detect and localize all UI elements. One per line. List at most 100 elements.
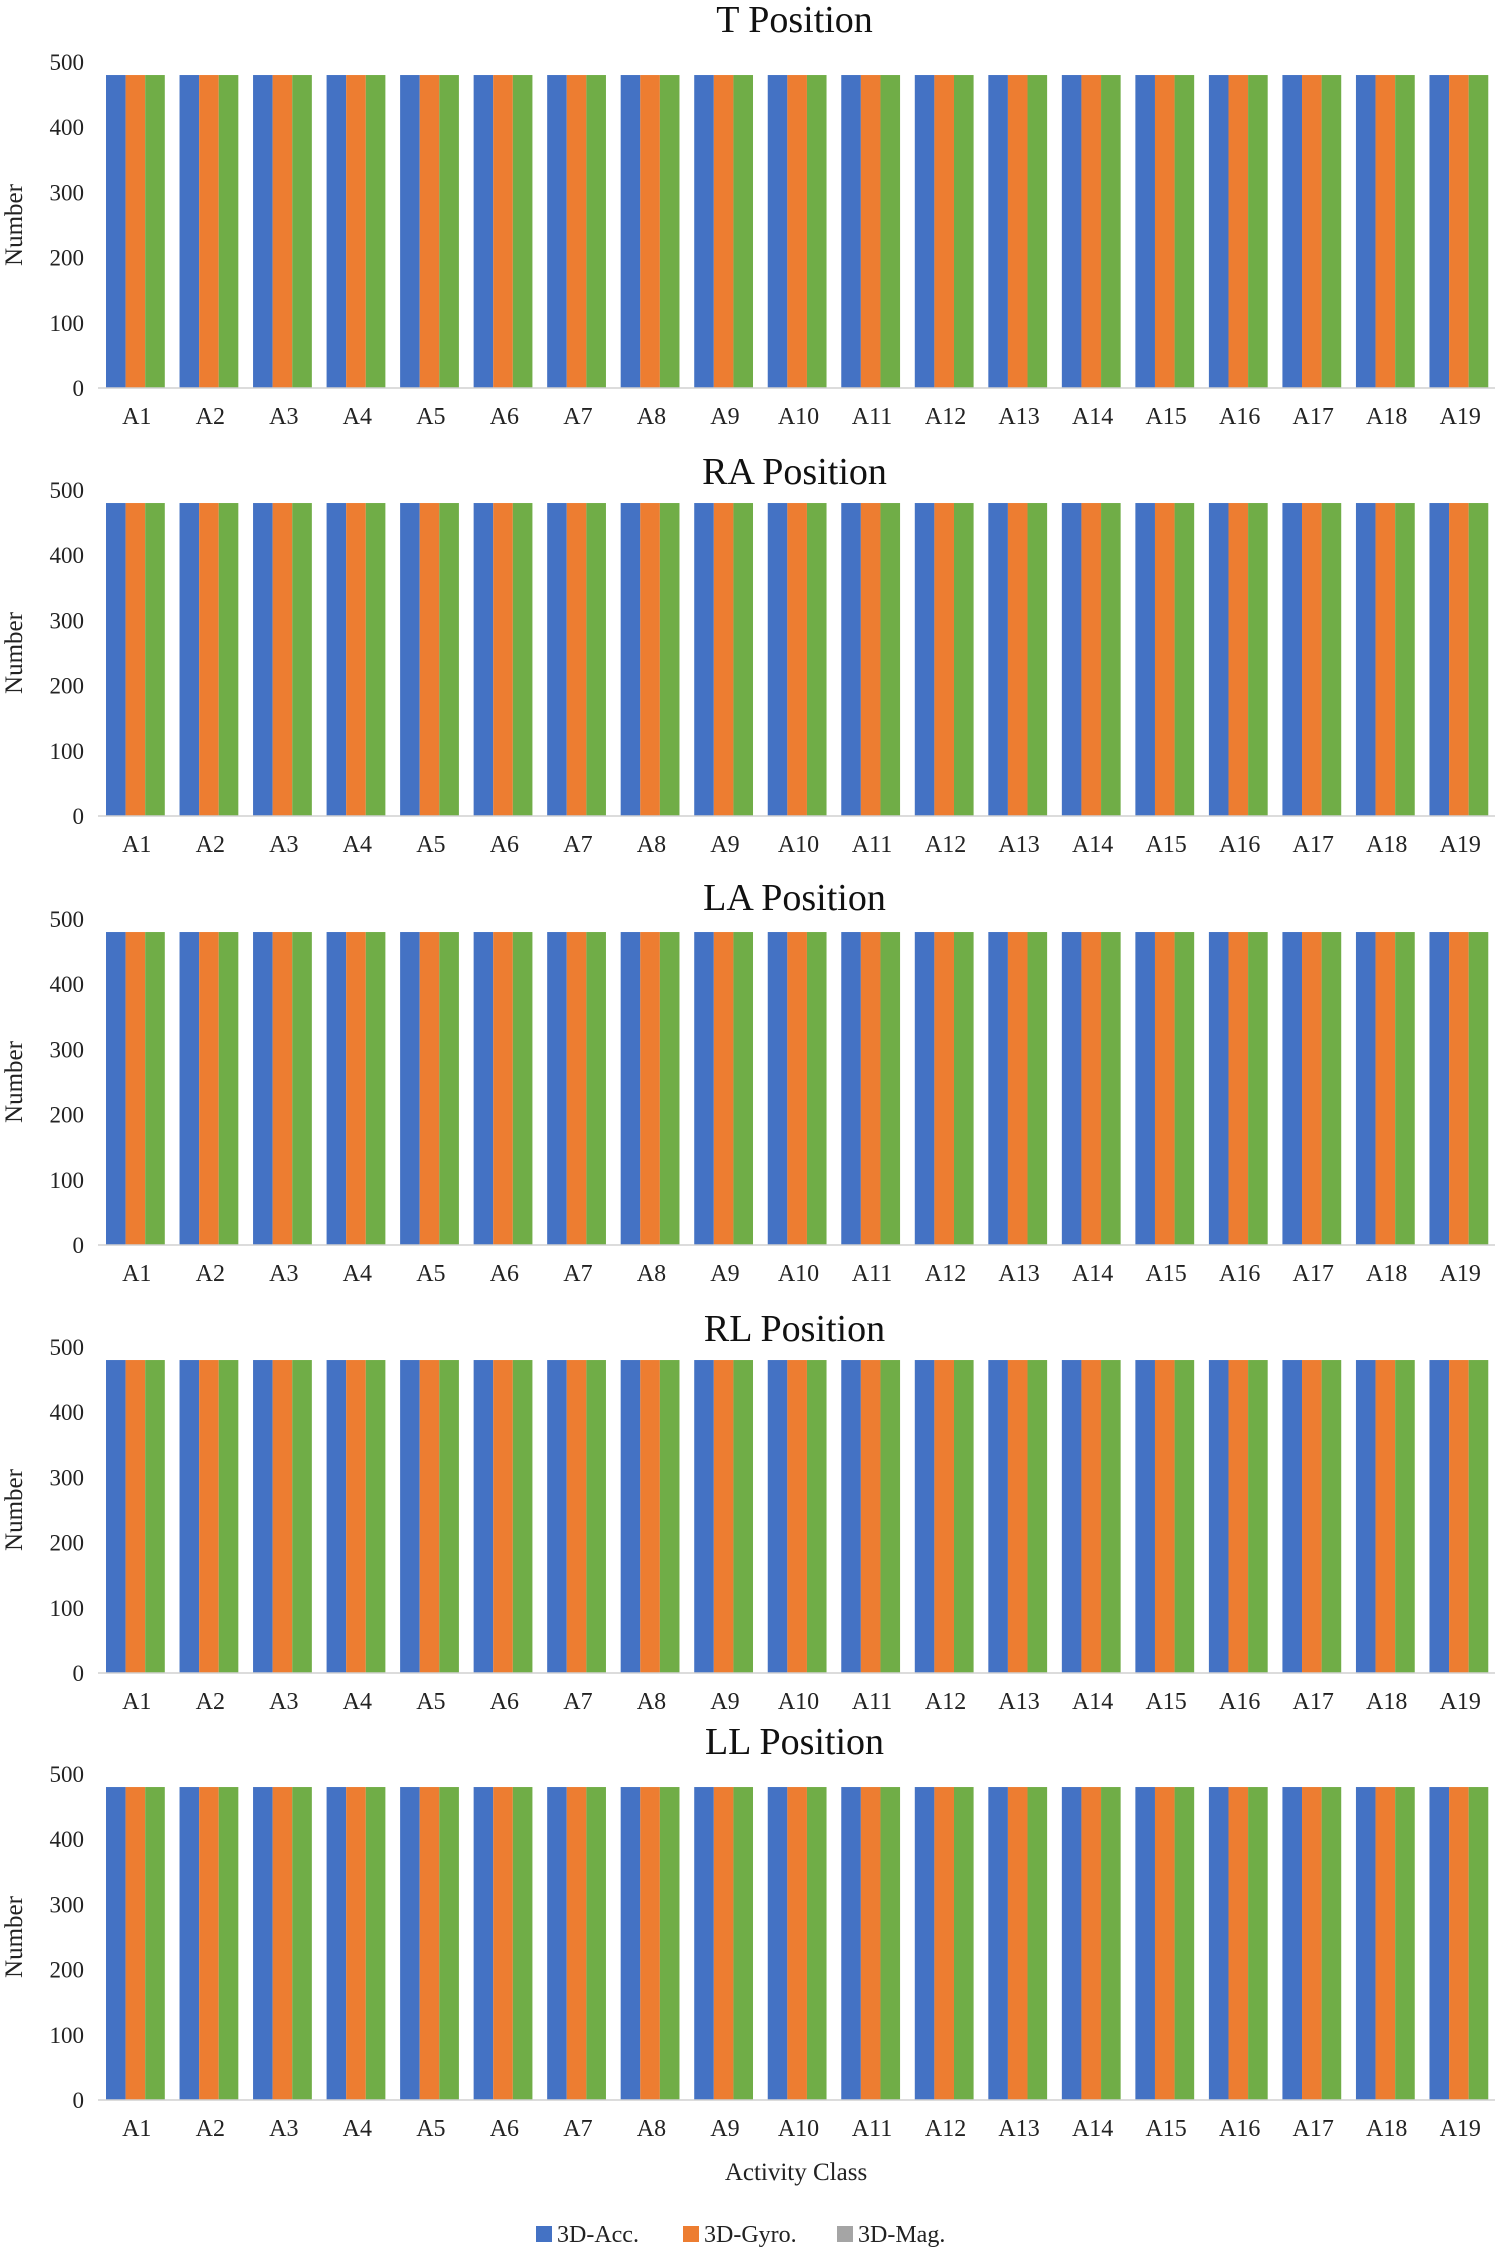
x-tick-label: A15: [1145, 2116, 1186, 2142]
bar-a12-series-2: [934, 75, 954, 388]
bar-a6-series-3: [512, 75, 533, 388]
y-axis-label: Number: [1, 611, 28, 694]
y-tick-label: 200: [50, 674, 85, 699]
bar-a15-series-2: [1154, 932, 1175, 1245]
x-tick-label: A4: [343, 404, 372, 430]
bar-a18-series-3: [1395, 1360, 1415, 1673]
bar-a7-series-3: [586, 503, 606, 816]
bar-a15-series-3: [1174, 503, 1195, 816]
x-tick-label: A2: [196, 2116, 225, 2142]
bar-a17-series-2: [1302, 1787, 1322, 2100]
y-tick-label: 400: [50, 543, 85, 568]
bar-a15-series-2: [1154, 1787, 1175, 2100]
bar-a14-series-3: [1101, 75, 1121, 388]
x-tick-label: A6: [490, 832, 519, 858]
x-tick-label: A14: [1072, 832, 1113, 858]
bar-a12-series-1: [914, 932, 935, 1245]
bar-a18-series-2: [1375, 503, 1396, 816]
bar-a8-series-2: [640, 503, 660, 816]
bar-a11-series-2: [860, 503, 881, 816]
legend-label: 3D-Acc.: [557, 2222, 639, 2248]
bar-a6-series-3: [512, 503, 533, 816]
bar-a2-series-3: [218, 503, 239, 816]
bar-a9-series-2: [713, 1787, 734, 2100]
bar-a16-series-1: [1208, 932, 1229, 1245]
bar-a9-series-2: [713, 932, 734, 1245]
bar-a7-series-1: [547, 932, 567, 1245]
bar-a4-series-1: [326, 75, 347, 388]
bar-a12-series-3: [953, 503, 974, 816]
x-tick-label: A12: [925, 404, 966, 430]
bar-a13-series-2: [1007, 75, 1028, 388]
x-tick-label: A17: [1293, 832, 1334, 858]
bar-a1-series-1: [106, 75, 126, 388]
bar-a11-series-3: [880, 503, 901, 816]
x-tick-label: A16: [1219, 1689, 1260, 1715]
bar-a6-series-2: [493, 1360, 513, 1673]
x-tick-label: A19: [1440, 1689, 1481, 1715]
x-tick-label: A15: [1145, 832, 1186, 858]
bar-a16-series-3: [1248, 75, 1268, 388]
bar-a5-series-1: [400, 932, 420, 1245]
bar-a12-series-3: [953, 75, 974, 388]
bar-a18-series-1: [1355, 1787, 1376, 2100]
bar-a3-series-3: [292, 1787, 312, 2100]
bar-a13-series-1: [988, 932, 1008, 1245]
bar-a4-series-2: [346, 75, 366, 388]
bar-a19-series-1: [1429, 503, 1450, 816]
x-tick-label: A13: [998, 1689, 1039, 1715]
bar-a7-series-3: [586, 932, 606, 1245]
bar-a5-series-3: [439, 932, 459, 1245]
x-tick-label: A16: [1219, 832, 1260, 858]
bar-a9-series-1: [694, 932, 714, 1245]
panel-4: RL Position Number 0 100 200 300 400 500 A1 A2 A3 A…: [1, 1308, 1495, 1715]
bar-a10-series-3: [806, 932, 827, 1245]
bar-a1-series-2: [125, 1787, 146, 2100]
bar-a13-series-3: [1027, 503, 1048, 816]
x-tick-label: A18: [1366, 1261, 1407, 1287]
panel-1: T Position Number 0 100 200 300 400 500 A1 A2 A3 A4…: [1, 0, 1495, 430]
y-tick-label: 300: [50, 1892, 85, 1917]
bar-a3-series-3: [292, 503, 312, 816]
bar-a3-series-2: [272, 75, 293, 388]
bar-a17-series-3: [1321, 503, 1342, 816]
y-tick-label: 0: [73, 1661, 85, 1686]
x-tick-label: A5: [416, 1689, 445, 1715]
x-tick-label: A1: [122, 832, 151, 858]
bar-a13-series-2: [1007, 932, 1028, 1245]
bar-a6-series-3: [512, 1787, 533, 2100]
bar-a11-series-3: [880, 1787, 901, 2100]
bar-a2-series-1: [179, 932, 200, 1245]
bar-a9-series-2: [713, 503, 734, 816]
bar-a3-series-2: [272, 1360, 293, 1673]
bar-a3-series-1: [253, 1787, 273, 2100]
bar-a11-series-2: [860, 932, 881, 1245]
bar-a19-series-3: [1468, 75, 1489, 388]
x-tick-label: A3: [269, 2116, 298, 2142]
y-tick-label: 0: [73, 2088, 85, 2113]
x-tick-label: A10: [778, 2116, 819, 2142]
bar-a19-series-2: [1449, 1787, 1469, 2100]
x-tick-label: A6: [490, 404, 519, 430]
bar-a17-series-2: [1302, 932, 1322, 1245]
bar-a16-series-2: [1228, 75, 1249, 388]
x-tick-label: A3: [269, 1261, 298, 1287]
x-tick-label: A10: [778, 832, 819, 858]
x-tick-label: A15: [1145, 1689, 1186, 1715]
bar-a17-series-1: [1282, 75, 1303, 388]
bar-a11-series-2: [860, 1360, 881, 1673]
bar-a16-series-1: [1208, 1787, 1229, 2100]
bar-a12-series-3: [953, 1787, 974, 2100]
y-tick-label: 0: [73, 376, 85, 401]
bar-a10-series-2: [787, 75, 807, 388]
y-tick-label: 500: [50, 907, 85, 932]
bar-a11-series-1: [841, 932, 861, 1245]
bar-a17-series-3: [1321, 1360, 1342, 1673]
bar-a5-series-1: [400, 503, 420, 816]
bar-a7-series-2: [566, 1787, 587, 2100]
bar-a9-series-3: [733, 1787, 754, 2100]
bar-a15-series-3: [1174, 1360, 1195, 1673]
y-axis-label: Number: [1, 1468, 28, 1551]
x-tick-label: A17: [1293, 404, 1334, 430]
bar-a12-series-1: [914, 1787, 935, 2100]
